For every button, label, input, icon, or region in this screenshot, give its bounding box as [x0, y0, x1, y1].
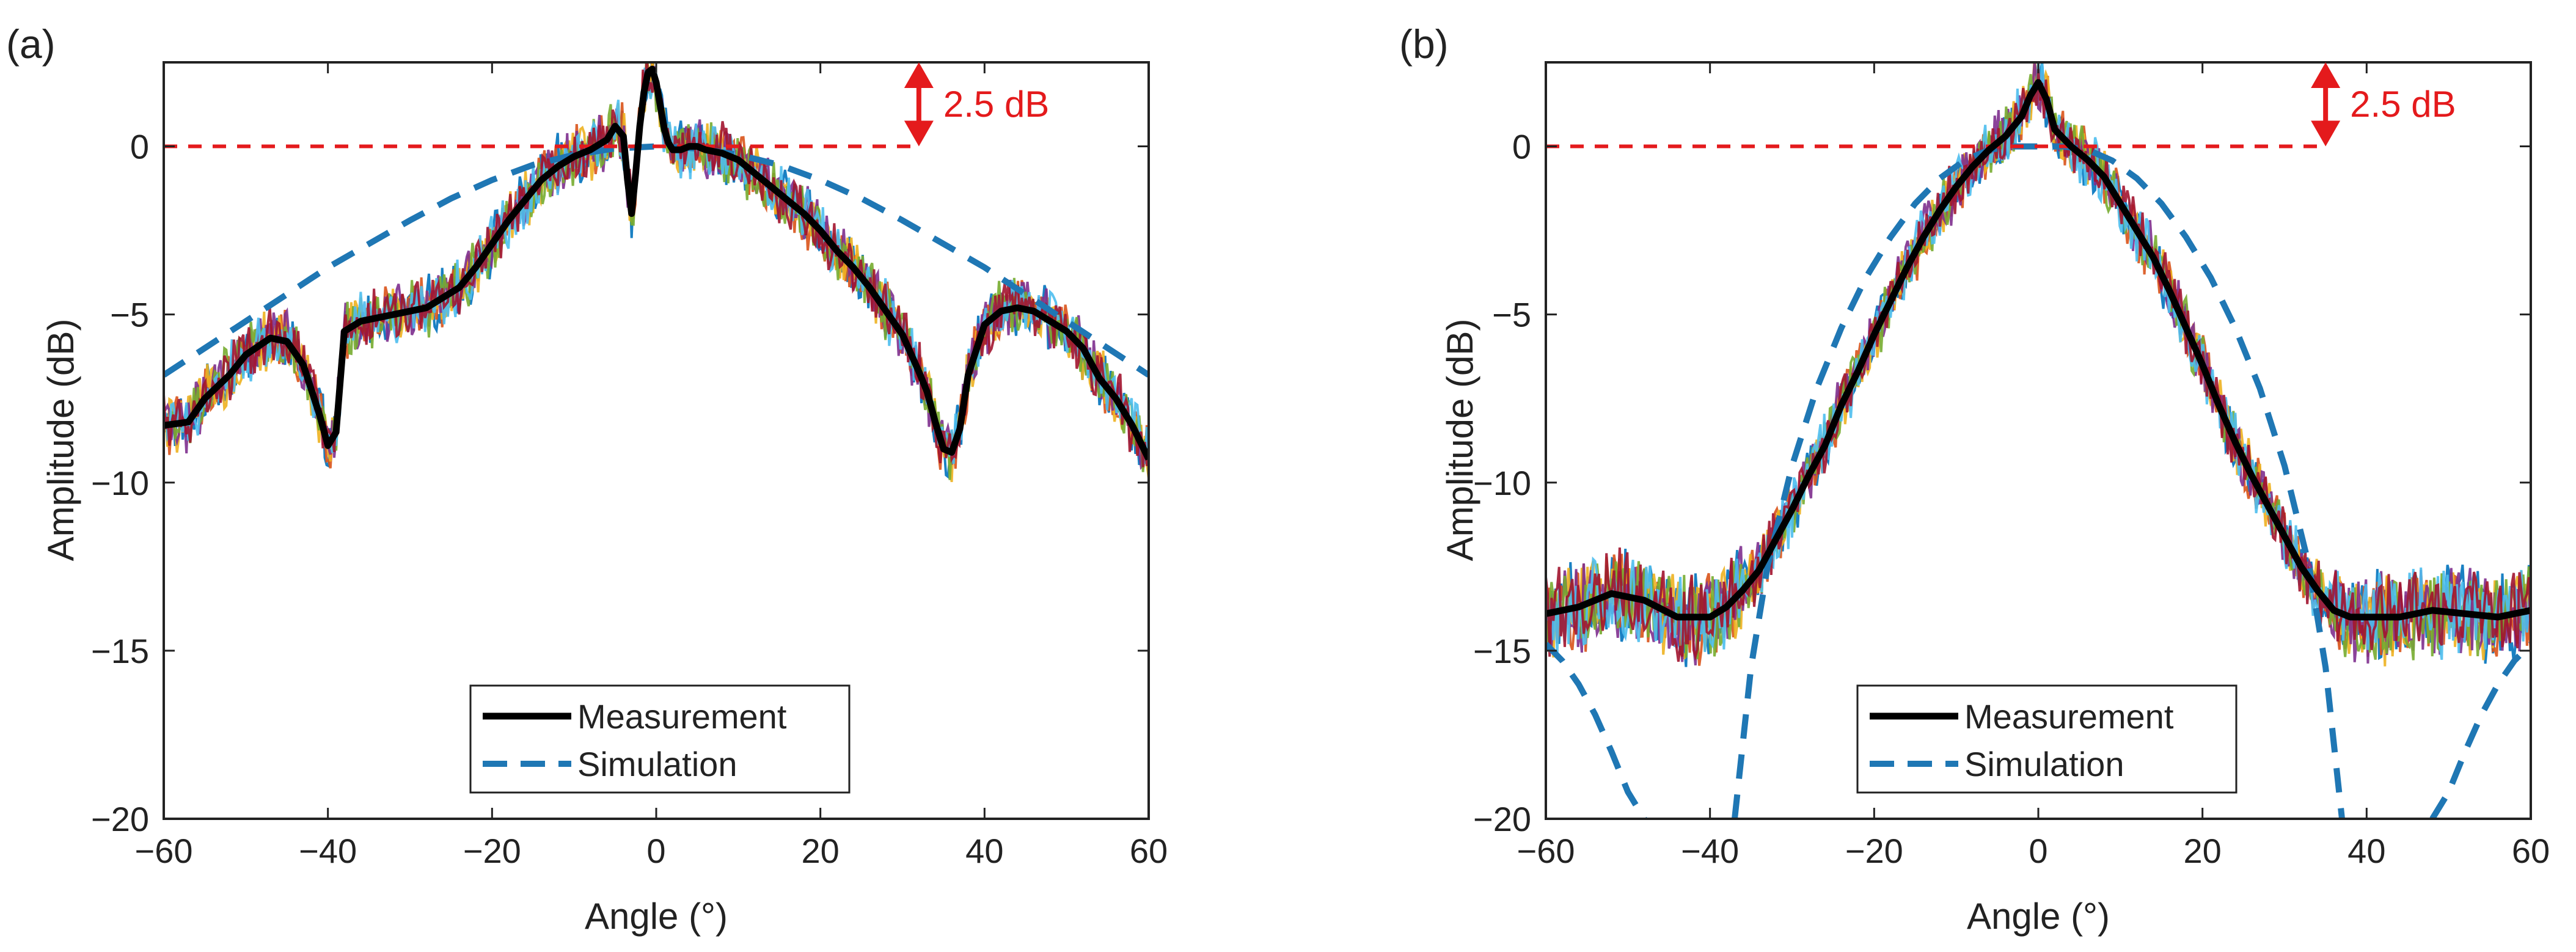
panel-a-measurement-trace	[164, 67, 1149, 466]
panel-b-arrowhead-down	[2311, 120, 2341, 147]
panel-a-xtick-label: −60	[135, 832, 193, 870]
panel-b-measurement-trace	[1546, 62, 2531, 667]
panel-a-simulation-line	[164, 143, 1149, 378]
panel-b-legend-measurement-label: Measurement	[1964, 697, 2174, 736]
panel-b-measurement-line	[1546, 79, 2531, 621]
panel-a-legend-measurement-label: Measurement	[577, 697, 787, 736]
panel-a-annotation-text: 2.5 dB	[943, 84, 1049, 125]
panel-a-xlabel: Angle (°)	[585, 896, 728, 937]
panel-b-ytick-label: −15	[1473, 632, 1531, 670]
panel-a-legend-simulation-label: Simulation	[577, 745, 737, 783]
panel-a-xtick-label: −40	[299, 832, 357, 870]
panel-a-xtick-label: 0	[646, 832, 665, 870]
panel-b-measurement-trace	[1546, 70, 2531, 661]
panel-a-plot	[164, 62, 1149, 482]
panel-b-ytick-label: −10	[1473, 464, 1531, 502]
panel-b-xtick-label: 0	[2029, 832, 2047, 870]
panel-b-xtick-label: 40	[2347, 832, 2385, 870]
panel-a-label: (a)	[6, 21, 56, 67]
panel-a-ytick-label: −20	[91, 800, 149, 838]
panel-b-ticks: −60 −40 −20 0 20 40 60 −20 −15 −10 −5 0	[1473, 62, 2550, 870]
panel-b-legend-box	[1856, 684, 2238, 794]
panel-b-ytick-label: −20	[1473, 800, 1531, 838]
panel-b-measurement-trace	[1546, 62, 2531, 665]
panel-b-ylabel: Amplitude (dB)	[1440, 319, 1480, 562]
panel-b-label: (b)	[1399, 21, 1449, 67]
panel-a-ytick-label: −10	[91, 464, 149, 502]
panel-b-xtick-label: −20	[1845, 832, 1903, 870]
panel-a-arrowhead-down	[904, 120, 934, 147]
panel-a-xtick-label: 60	[1130, 832, 1168, 870]
panel-b-legend: Measurement Simulation	[1856, 684, 2238, 794]
panel-a-ticks: −60 −40 −20 0 20 40 60 −20 −15 −10 −5 0	[91, 62, 1168, 870]
panel-b-annotation-text: 2.5 dB	[2350, 84, 2456, 125]
panel-a-ytick-label: −15	[91, 632, 149, 670]
panel-a-arrowhead-up	[904, 62, 934, 88]
panel-a-xtick-label: 20	[802, 832, 840, 870]
panel-a-xtick-label: 40	[965, 832, 1003, 870]
panel-b-xlabel: Angle (°)	[1967, 896, 2110, 937]
panel-b-arrowhead-up	[2311, 62, 2341, 88]
panel-b-measurement-trace	[1546, 68, 2531, 662]
panel-b: (b) −60 −40 −20 0 20 40 60−20−15−10−50 2.5 dB …	[1399, 21, 2550, 937]
panel-b-ytick-label: −5	[1492, 296, 1531, 334]
panel-a-annotation: 2.5 dB	[904, 62, 1049, 147]
panel-b-noise-traces	[1546, 62, 2531, 667]
panel-a-ytick-label: 0	[130, 128, 149, 166]
panel-b-xtick-label: 20	[2184, 832, 2222, 870]
panel-a-xtick-label: −20	[463, 832, 521, 870]
panel-b-simulation-left-branch	[1546, 642, 1647, 819]
panel-b-xtick-label: −40	[1681, 832, 1739, 870]
panel-b-measurement-trace	[1546, 71, 2531, 666]
panel-b-xtick-label: 60	[2512, 832, 2550, 870]
panel-b-measurement-trace	[1546, 62, 2531, 667]
panel-b-simulation-right-branch	[2429, 642, 2531, 819]
panel-b-xtick-label: −60	[1517, 832, 1575, 870]
panel-b-legend-simulation-label: Simulation	[1964, 745, 2124, 783]
panel-b-measurement-trace	[1546, 62, 2531, 660]
panel-b-annotation: 2.5 dB	[2311, 62, 2456, 147]
panel-a-measurement-line	[164, 65, 1149, 461]
panel-b-ytick-label: 0	[1512, 128, 1531, 166]
panel-a-ylabel: Amplitude (dB)	[40, 319, 81, 562]
panel-b-simulation-main-lobe	[1732, 143, 2345, 819]
panel-a-legend: Measurement Simulation	[469, 684, 851, 794]
panel-a-legend-box	[469, 684, 851, 794]
panel-a-ytick-label: −5	[110, 296, 149, 334]
panel-a: (a) −60 −40 −20 0 20 40 60−20−15−10−50 2.5 dB …	[6, 21, 1168, 937]
